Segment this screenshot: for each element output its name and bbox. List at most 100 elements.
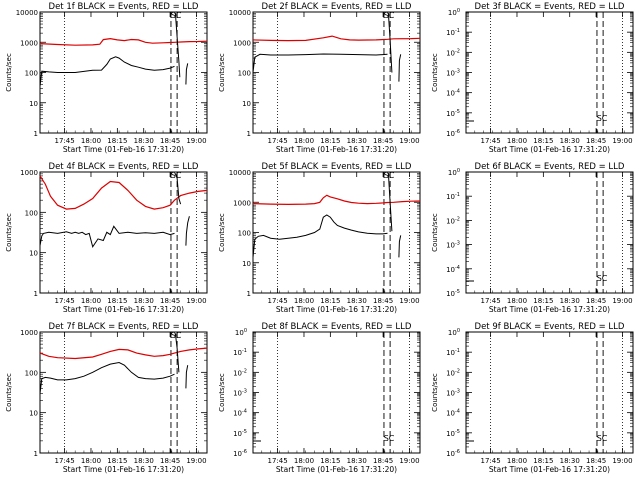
y-tick-label-exp: -6 bbox=[455, 449, 460, 455]
y-tick-label-base: 10 bbox=[446, 390, 455, 398]
y-tick-label-exp: 0 bbox=[457, 328, 460, 334]
y-tick-label: 10-2 bbox=[446, 216, 460, 225]
detector-panel-5: Det 5f BLACK = Events, RED = LLD 10000 100… bbox=[218, 162, 421, 314]
y-tick-label: 1000 bbox=[233, 199, 251, 207]
y-axis-label: Counts/sec bbox=[218, 213, 226, 252]
y-tick-label: 1 bbox=[34, 130, 38, 138]
y-tick-label: 10-3 bbox=[446, 69, 460, 78]
y-tick-label-base: 10 bbox=[446, 70, 455, 78]
x-axis-label: Start Time (01-Feb-16 17:31:20) bbox=[276, 305, 397, 314]
y-tick-label-exp: -2 bbox=[455, 48, 460, 54]
panel-title: Det 9f BLACK = Events, RED = LLD bbox=[475, 322, 625, 332]
y-tick-label: 10-2 bbox=[446, 48, 460, 57]
y-tick-label-base: 10 bbox=[446, 450, 455, 458]
lld-series-line bbox=[252, 194, 421, 206]
events-series-line bbox=[39, 361, 175, 394]
x-tick-label: 19:00 bbox=[186, 457, 206, 465]
y-tick-label: 10-3 bbox=[446, 389, 460, 398]
panel-title: Det 6f BLACK = Events, RED = LLD bbox=[475, 162, 625, 172]
x-tick-label: 18:30 bbox=[347, 457, 367, 465]
y-tick-label: 1000 bbox=[20, 39, 38, 47]
events-series-line bbox=[174, 333, 180, 373]
x-tick-label: 19:00 bbox=[399, 297, 419, 305]
y-tick-label: 10-4 bbox=[446, 409, 460, 418]
y-tick-label-base: 10 bbox=[446, 430, 455, 438]
y-tick-label-base: 10 bbox=[448, 169, 457, 177]
x-tick-label: 18:00 bbox=[507, 297, 527, 305]
y-tick-label-exp: -2 bbox=[242, 368, 247, 374]
events-series-line bbox=[387, 12, 393, 73]
y-tick-label-base: 10 bbox=[235, 329, 244, 337]
panel-title: Det 5f BLACK = Events, RED = LLD bbox=[262, 162, 412, 172]
y-tick-label: 100 bbox=[25, 209, 38, 217]
x-axis-label: Start Time (01-Feb-16 17:31:20) bbox=[489, 305, 610, 314]
detector-panel-2: Det 2f BLACK = Events, RED = LLD 10000 100… bbox=[218, 2, 421, 154]
y-tick-label-base: 10 bbox=[233, 349, 242, 357]
y-tick-label: 10-3 bbox=[233, 389, 247, 398]
x-tick-label: 18:00 bbox=[81, 137, 101, 145]
sc-marker-label: SC bbox=[384, 171, 395, 180]
y-tick-label: 10000 bbox=[229, 169, 251, 177]
y-tick-label: 10 bbox=[242, 100, 251, 108]
sc-marker-label: SC bbox=[384, 11, 395, 20]
plot-frame bbox=[252, 331, 421, 454]
y-tick-label-exp: -3 bbox=[455, 389, 460, 395]
y-tick-label: 10-5 bbox=[233, 429, 247, 438]
x-tick-label: 18:30 bbox=[347, 137, 367, 145]
sc-marker-label: SC bbox=[384, 434, 395, 443]
plot-frame bbox=[252, 11, 421, 134]
x-tick-label: 18:15 bbox=[107, 457, 127, 465]
y-tick-label-base: 10 bbox=[233, 430, 242, 438]
x-tick-label: 18:45 bbox=[160, 457, 180, 465]
y-axis-label: Counts/sec bbox=[218, 373, 226, 412]
y-tick-label: 100 bbox=[25, 369, 38, 377]
x-tick-label: 18:00 bbox=[294, 137, 314, 145]
y-tick-label-base: 10 bbox=[446, 369, 455, 377]
x-tick-label: 19:00 bbox=[399, 137, 419, 145]
sc-marker-label: SC bbox=[597, 114, 608, 123]
x-tick-label: 17:45 bbox=[55, 457, 75, 465]
events-series-line bbox=[252, 53, 388, 73]
x-tick-label: 19:00 bbox=[612, 297, 632, 305]
events-series-line bbox=[174, 12, 181, 78]
events-series-line bbox=[174, 173, 182, 205]
detector-panel-7: Det 7f BLACK = Events, RED = LLD 1000 100 1… bbox=[5, 322, 208, 474]
y-axis-label: Counts/sec bbox=[431, 213, 439, 252]
x-tick-label: 18:30 bbox=[134, 137, 154, 145]
y-tick-label-base: 10 bbox=[446, 349, 455, 357]
x-tick-label: 17:45 bbox=[481, 137, 501, 145]
y-tick-label-exp: -4 bbox=[455, 265, 460, 271]
x-tick-label: 18:45 bbox=[373, 137, 393, 145]
y-tick-label: 10 bbox=[29, 100, 38, 108]
y-tick-label: 1 bbox=[247, 290, 251, 298]
detector-panel-6: Det 6f BLACK = Events, RED = LLD10010-11… bbox=[431, 162, 634, 314]
y-tick-label-exp: -4 bbox=[242, 409, 247, 415]
panel-title: Det 1f BLACK = Events, RED = LLD bbox=[49, 2, 199, 12]
y-tick-label-exp: -6 bbox=[242, 449, 247, 455]
y-tick-label: 10-5 bbox=[446, 109, 460, 118]
x-tick-label: 18:45 bbox=[373, 297, 393, 305]
events-series-line bbox=[252, 214, 388, 258]
detector-panel-3: Det 3f BLACK = Events, RED = LLD10010-11… bbox=[431, 2, 634, 154]
y-tick-label: 10 bbox=[242, 260, 251, 268]
y-tick-label: 1 bbox=[34, 450, 38, 458]
x-tick-label: 18:15 bbox=[320, 297, 340, 305]
x-axis-label: Start Time (01-Feb-16 17:31:20) bbox=[489, 145, 610, 154]
detector-panel-1: Det 1f BLACK = Events, RED = LLD 10000 100… bbox=[5, 2, 208, 154]
x-tick-label: 18:00 bbox=[507, 137, 527, 145]
x-axis-label: Start Time (01-Feb-16 17:31:20) bbox=[63, 145, 184, 154]
x-tick-label: 18:15 bbox=[107, 297, 127, 305]
panel-title: Det 7f BLACK = Events, RED = LLD bbox=[49, 322, 199, 332]
events-series-line bbox=[387, 172, 393, 232]
y-tick-label-base: 10 bbox=[448, 329, 457, 337]
sc-marker-label: SC bbox=[597, 434, 608, 443]
y-tick-label-base: 10 bbox=[233, 450, 242, 458]
y-tick-label: 10-1 bbox=[233, 348, 247, 357]
x-tick-label: 18:15 bbox=[107, 137, 127, 145]
y-tick-label: 100 bbox=[25, 70, 38, 78]
x-tick-label: 19:00 bbox=[399, 457, 419, 465]
events-series-line bbox=[185, 365, 189, 389]
x-tick-label: 17:45 bbox=[268, 137, 288, 145]
x-tick-label: 18:00 bbox=[294, 457, 314, 465]
